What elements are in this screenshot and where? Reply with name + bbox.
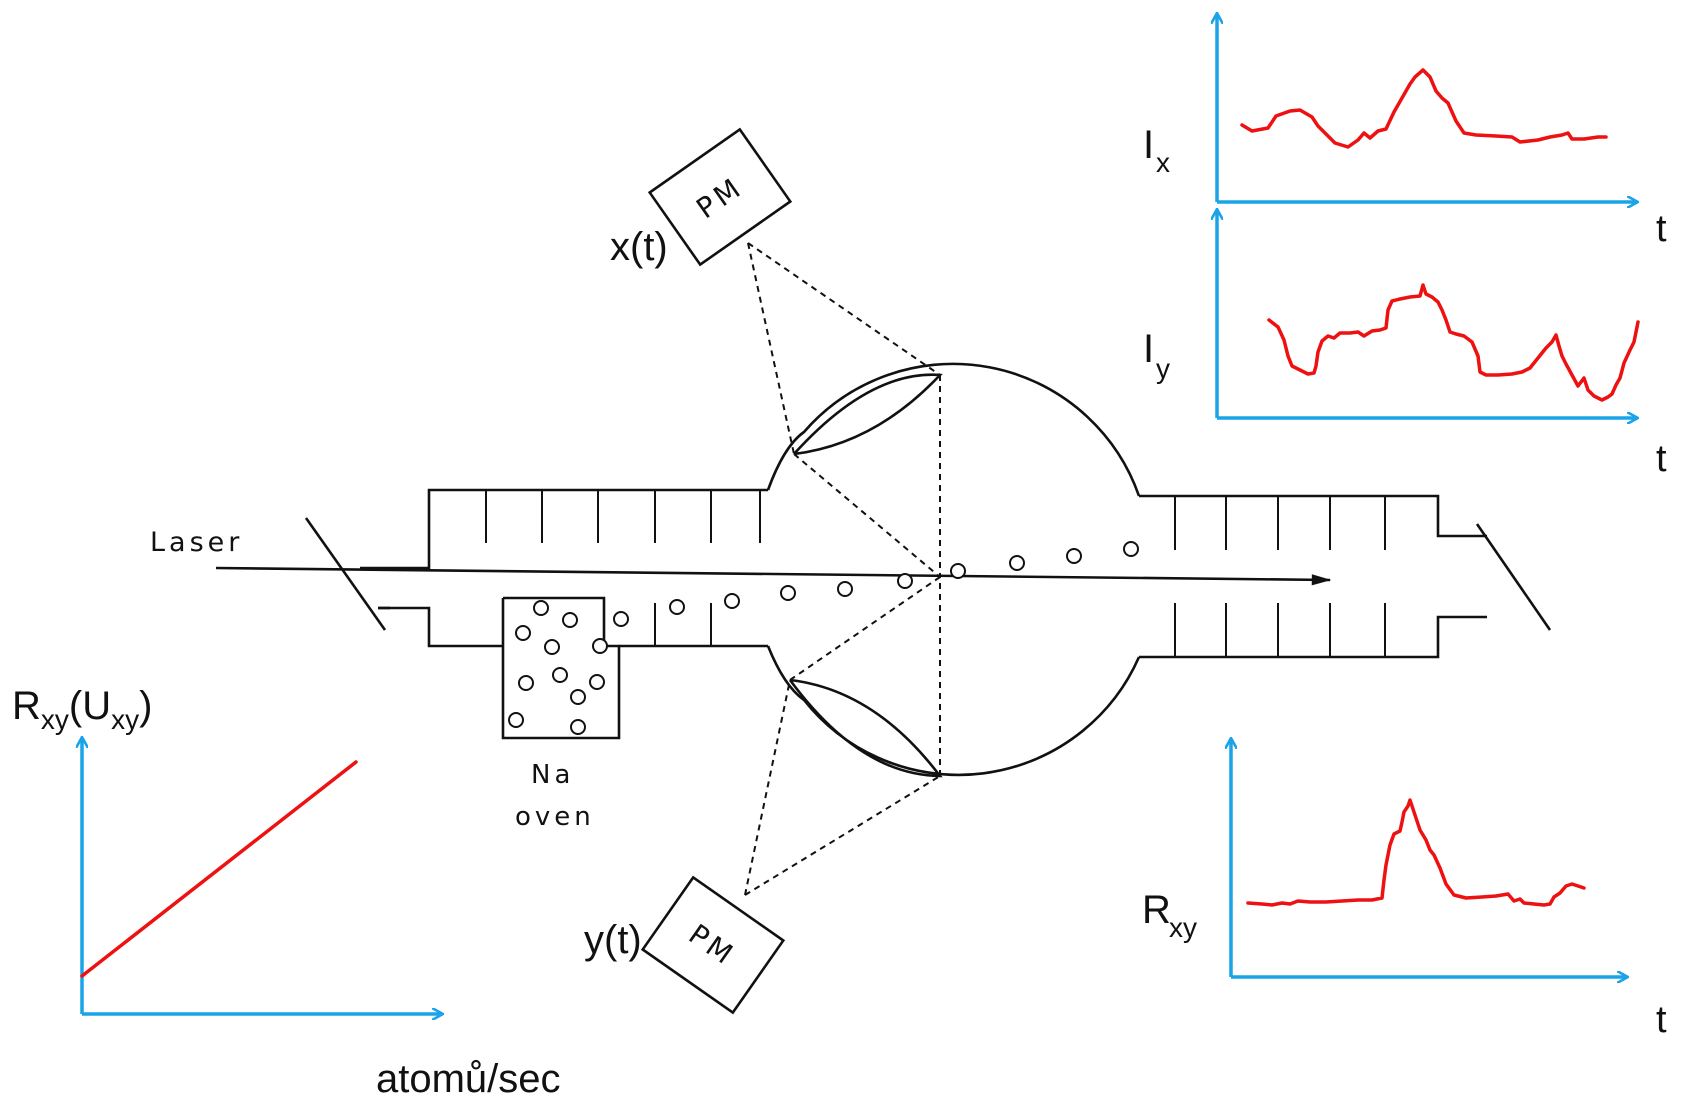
atom: [724, 593, 740, 609]
atom: [613, 611, 629, 627]
atom: [515, 625, 531, 641]
calibration-y-label-close: ): [139, 684, 152, 728]
rxy-y-label-subscript: xy: [1169, 912, 1197, 943]
atom: [1009, 555, 1025, 571]
atom: [570, 689, 586, 705]
ix-trace: [1240, 68, 1608, 149]
oven-label-na: Na: [531, 760, 574, 790]
signal-y-label: y(t): [584, 918, 642, 962]
calibration-y-label: Rxy(Uxy): [12, 684, 152, 735]
lower-lens: [788, 678, 943, 778]
atom: [780, 585, 796, 601]
tube-left-upper-wall: [378, 488, 768, 570]
calibration-y-label-r: R: [12, 684, 41, 728]
atom: [533, 600, 549, 616]
atom: [544, 639, 560, 655]
collection-lines: [744, 242, 941, 896]
atom: [1066, 548, 1082, 564]
atom: [1123, 541, 1139, 557]
pm-y-label: PM: [683, 918, 742, 973]
laser-beam: [215, 566, 1332, 586]
ix-x-label: t: [1656, 208, 1667, 250]
photomultiplier-y: PM: [640, 875, 786, 1015]
iy-x-label: t: [1656, 438, 1667, 480]
central-chamber-lower: [766, 645, 1141, 777]
tube-left-lower-wall: [378, 606, 503, 648]
rxy-trace: [1246, 798, 1586, 907]
atom: [837, 581, 853, 597]
photomultiplier-x: PM: [647, 127, 793, 267]
tube-right-upper-wall: [1139, 494, 1487, 538]
apparatus-drawing: Laser Na oven: [150, 127, 1552, 1015]
atom: [508, 712, 524, 728]
atom: [592, 638, 608, 654]
ix-y-label-subscript: x: [1156, 147, 1170, 178]
atom: [562, 612, 578, 628]
left-baffles: [485, 490, 761, 646]
atom: [950, 563, 966, 579]
oven-label-oven: oven: [515, 802, 595, 832]
iy-y-label-subscript: y: [1156, 353, 1170, 384]
rxy-y-label: R: [1142, 888, 1171, 932]
iy-plot: I y t: [1143, 210, 1667, 480]
iy-y-label: I: [1143, 327, 1154, 371]
atom: [589, 674, 605, 690]
atom: [897, 573, 913, 589]
left-window: [304, 517, 387, 631]
atom: [552, 667, 568, 683]
pm-x-label: PM: [690, 170, 749, 225]
calibration-y-label-r-subscript: xy: [41, 704, 69, 735]
rxy-x-label: t: [1656, 999, 1667, 1041]
right-baffles: [1174, 496, 1386, 657]
calibration-y-label-u-subscript: xy: [111, 704, 139, 735]
calibration-x-label: atomů/sec: [376, 1057, 561, 1101]
ix-plot: I x t: [1143, 14, 1667, 250]
atom: [570, 719, 586, 735]
signal-x-label: x(t): [610, 225, 668, 269]
atomic-beam: [613, 541, 1139, 627]
rxy-plot: R xy t: [1142, 739, 1667, 1041]
upper-lens: [793, 373, 943, 456]
calibration-y-label-u: (U: [69, 684, 111, 728]
calibration-line: [80, 760, 358, 978]
iy-trace: [1267, 283, 1640, 402]
atom: [669, 599, 685, 615]
oven-atoms: [508, 600, 608, 735]
ix-y-label: I: [1143, 123, 1154, 167]
right-window: [1475, 523, 1552, 631]
central-chamber: [766, 362, 1141, 497]
calibration-plot: Rxy(Uxy) atomů/sec: [12, 684, 561, 1101]
laser-label: Laser: [150, 527, 243, 558]
tube-right-lower-wall: [1139, 615, 1487, 659]
na-oven: [501, 596, 621, 740]
atom: [518, 675, 534, 691]
